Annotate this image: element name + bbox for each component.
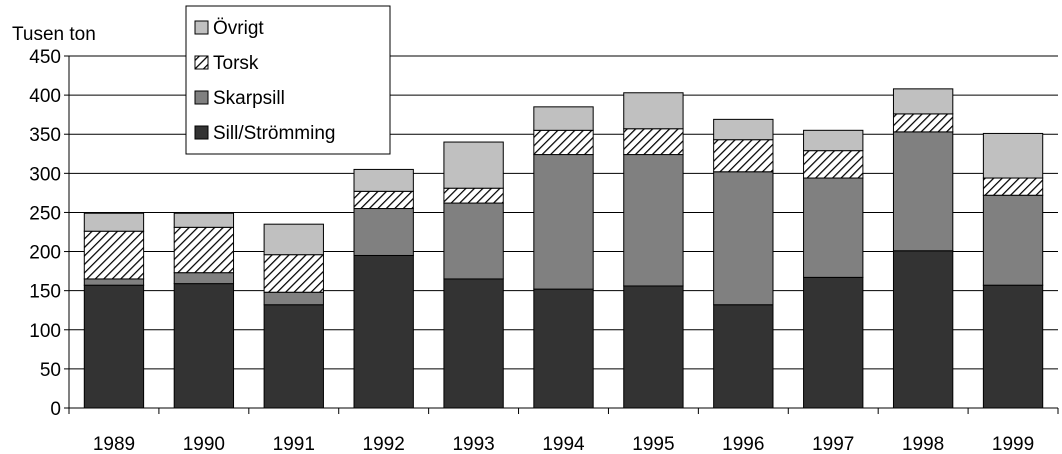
y-tick-label: 100 (29, 321, 61, 342)
bar-stack-1992 (353, 168, 414, 409)
bar-segment-sill-str-mming (263, 304, 324, 409)
x-tick-label: 1997 (812, 434, 854, 454)
bar-segment-sill-str-mming (982, 284, 1044, 409)
x-tick-label: 1992 (363, 434, 405, 454)
y-tick-label: 450 (29, 47, 61, 68)
bar-segment-torsk (713, 139, 774, 173)
y-tick-label: 350 (29, 125, 61, 146)
bar-segment-skarpsill (533, 154, 594, 290)
bar-stack-1998 (892, 88, 954, 409)
y-tick-label: 300 (29, 164, 61, 185)
bar-segment-sill-str-mming (533, 288, 594, 409)
x-tick-label: 1991 (273, 434, 315, 454)
bar-stack-1989 (83, 212, 145, 409)
legend-label: Sill/Strömming (213, 123, 335, 144)
axes (64, 55, 1059, 414)
legend-label: Torsk (213, 53, 259, 74)
bar-stack-1991 (263, 223, 324, 409)
bar-segment-torsk (173, 226, 235, 274)
legend: Övrigt Torsk Skarpsill Sill/Strömming (185, 5, 391, 155)
bar-segment-skarpsill (263, 291, 324, 306)
y-tick-label: 0 (50, 399, 61, 420)
y-tick-label: 150 (29, 282, 61, 303)
bar-segment-sill-str-mming (803, 276, 864, 409)
bar-segment--vrigt (533, 106, 594, 131)
y-tick-label: 400 (29, 86, 61, 107)
bar-segment-skarpsill (353, 208, 414, 256)
bar-segment--vrigt (892, 88, 954, 115)
bar-stack-1994 (533, 106, 594, 409)
bar-stack-1999 (982, 132, 1044, 409)
bar-segment-sill-str-mming (892, 250, 954, 409)
bar-segment-skarpsill (173, 272, 235, 285)
legend-swatch (194, 90, 209, 105)
legend-swatch (194, 55, 209, 70)
bar-segment-skarpsill (892, 131, 954, 252)
bar-segment-skarpsill (982, 194, 1044, 286)
legend-label: Övrigt (213, 18, 264, 39)
bar-segment-skarpsill (443, 202, 504, 280)
x-tick-label: 1989 (93, 434, 135, 454)
x-tick-label: 1996 (722, 434, 764, 454)
bar-segment--vrigt (623, 92, 684, 130)
bar-segment--vrigt (982, 132, 1044, 179)
bar-segment-torsk (892, 113, 954, 133)
bar-segment--vrigt (803, 129, 864, 152)
x-tick-label: 1994 (542, 434, 585, 454)
bar-segment--vrigt (713, 118, 774, 141)
y-axis-title: Tusen ton (12, 24, 96, 45)
legend-swatch (194, 20, 209, 35)
bar-segment-torsk (83, 230, 145, 280)
bar-stack-1997 (803, 129, 864, 409)
bar-segment--vrigt (173, 212, 235, 228)
bar-segment-sill-str-mming (173, 283, 235, 409)
bar-segment-torsk (443, 187, 504, 204)
bar-segment-torsk (982, 177, 1044, 196)
bar-segment-torsk (263, 254, 324, 293)
bar-stack-1996 (713, 118, 774, 409)
bar-segment-torsk (623, 128, 684, 156)
bar-segment-sill-str-mming (623, 285, 684, 409)
y-tick-label: 50 (40, 360, 61, 381)
bar-segment-torsk (353, 190, 414, 210)
bar-stack-1993 (443, 141, 504, 409)
bar-segment-skarpsill (713, 171, 774, 306)
bar-segment-skarpsill (623, 154, 684, 287)
bar-segment-torsk (533, 129, 594, 156)
bar-segment-torsk (803, 150, 864, 179)
bar-segment--vrigt (443, 141, 504, 189)
legend-swatch (194, 125, 209, 140)
bar-stack-1990 (173, 212, 235, 409)
x-tick-label: 1999 (992, 434, 1034, 454)
x-tick-label: 1995 (632, 434, 674, 454)
x-axis-tick-labels: 1989 1990 1991 1992 1993 1994 1995 1996 1997 1998… (93, 434, 1034, 454)
x-tick-label: 1993 (452, 434, 494, 454)
bar-segment-sill-str-mming (443, 278, 504, 409)
bar-stacks (83, 88, 1044, 409)
x-tick-label: 1990 (183, 434, 225, 454)
x-tick-label: 1998 (902, 434, 944, 454)
bar-segment-skarpsill (803, 177, 864, 278)
legend-box (185, 5, 391, 155)
bar-segment--vrigt (263, 223, 324, 256)
bar-segment-sill-str-mming (353, 254, 414, 409)
bar-stack-1995 (623, 92, 684, 409)
bar-segment-skarpsill (83, 278, 145, 286)
bar-segment-sill-str-mming (713, 304, 774, 409)
y-tick-label: 250 (29, 203, 61, 224)
bar-segment--vrigt (353, 168, 414, 192)
y-tick-label: 200 (29, 243, 61, 264)
y-axis-tick-labels: 0 50 100 150 200 250 300 350 400 450 (29, 47, 61, 420)
legend-label: Skarpsill (213, 88, 285, 109)
bar-segment-sill-str-mming (83, 284, 145, 409)
bar-segment--vrigt (83, 212, 145, 232)
